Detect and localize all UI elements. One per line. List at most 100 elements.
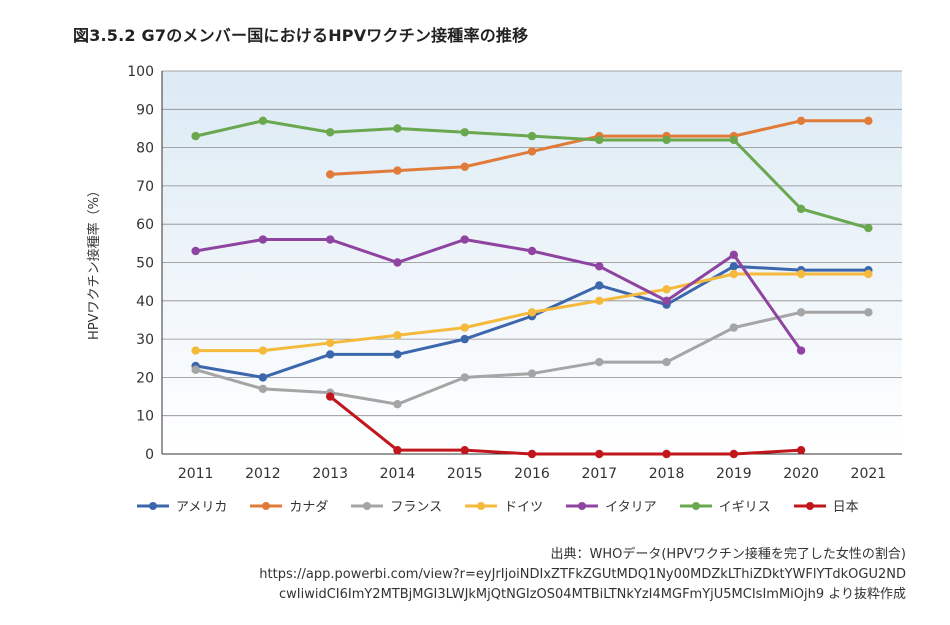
legend-swatch	[793, 501, 826, 510]
legend-label: フランス	[390, 500, 443, 515]
legend: アメリカ カナダ フランス ドイツ イタリア イギリス 日本	[136, 496, 881, 515]
data-point	[325, 170, 335, 179]
data-point	[258, 373, 268, 382]
data-point	[325, 128, 335, 137]
data-point	[460, 373, 469, 382]
x-tick-label: 2019	[716, 466, 752, 482]
data-point	[729, 269, 739, 279]
data-point	[796, 269, 806, 279]
data-point	[864, 116, 873, 125]
data-point	[796, 308, 806, 317]
data-point	[460, 445, 469, 455]
data-point	[595, 357, 604, 367]
data-point	[527, 147, 537, 156]
gridlines	[162, 70, 902, 417]
data-point	[595, 296, 604, 305]
legend-swatch	[465, 501, 498, 510]
x-tick-label: 2020	[783, 466, 819, 482]
data-point	[595, 262, 604, 271]
source-line: cwIiwidCI6ImY2MTBjMGI3LWJkMjQtNGIzOS04MT…	[278, 587, 906, 602]
legend-swatch	[351, 501, 384, 510]
series-line	[195, 238, 803, 352]
data-point	[796, 116, 806, 125]
legend-label: カナダ	[289, 500, 329, 515]
data-point	[325, 392, 335, 401]
source-note: 出典：WHOデータ(HPVワクチン接種を完了した女性の割合) https://a…	[259, 545, 906, 605]
y-axis-label: HPVワクチン接種率（%）	[86, 184, 102, 340]
data-point	[729, 135, 739, 145]
data-point	[393, 124, 402, 133]
data-point	[796, 445, 806, 455]
data-point	[325, 338, 335, 348]
legend-item: ドイツ	[464, 496, 543, 515]
source-line: 出典：WHOデータ(HPVワクチン接種を完了した女性の割合)	[550, 547, 906, 562]
data-point	[796, 346, 806, 355]
data-point	[393, 166, 402, 175]
data-point	[864, 223, 873, 233]
data-point	[662, 285, 671, 294]
data-point	[527, 308, 537, 317]
series-group	[191, 116, 873, 459]
legend-label: ドイツ	[504, 500, 544, 515]
data-point	[393, 331, 402, 340]
data-point	[662, 296, 671, 305]
y-tick-label: 80	[136, 141, 154, 157]
y-tick-label: 90	[136, 102, 154, 118]
data-point	[393, 445, 402, 455]
x-tick-label: 2013	[312, 466, 348, 482]
data-point	[729, 262, 739, 271]
data-point	[393, 400, 402, 409]
data-point	[595, 281, 604, 290]
y-tick-label: 60	[136, 217, 154, 233]
data-point	[325, 235, 335, 244]
data-point	[460, 334, 469, 344]
legend-label: アメリカ	[176, 500, 228, 515]
data-point	[527, 131, 537, 141]
data-point	[864, 269, 873, 279]
legend-swatch	[137, 501, 169, 510]
data-point	[191, 246, 200, 256]
axes: 0 10 20 30 40 50 60 70 80 90 100 2011 2012 2013 2014 20…	[127, 64, 902, 482]
data-point	[460, 323, 469, 332]
data-point	[527, 246, 537, 256]
y-tick-label: 0	[145, 447, 154, 463]
data-point	[729, 250, 739, 260]
legend-item: カナダ	[249, 496, 328, 515]
data-point	[662, 357, 671, 367]
data-point	[662, 135, 671, 145]
legend-swatch	[679, 501, 712, 510]
data-point	[595, 135, 604, 145]
data-point	[258, 346, 268, 355]
y-tick-label: 50	[136, 256, 154, 272]
data-point	[662, 449, 671, 459]
y-tick-label: 10	[136, 409, 154, 425]
data-point	[460, 162, 469, 171]
legend-label: 日本	[832, 500, 859, 515]
legend-item: イタリア	[565, 496, 657, 515]
legend-item: イギリス	[679, 496, 771, 515]
y-tick-label: 100	[127, 64, 154, 80]
y-tick-label: 30	[136, 332, 154, 348]
data-point	[864, 308, 873, 317]
x-tick-label: 2015	[447, 466, 483, 482]
x-tick-label: 2021	[851, 466, 887, 482]
y-tick-label: 20	[136, 370, 154, 386]
x-tick-label: 2017	[581, 466, 617, 482]
data-point	[460, 128, 469, 137]
legend-item: アメリカ	[136, 496, 227, 515]
x-tick-label: 2011	[178, 466, 214, 482]
legend-label: イギリス	[718, 500, 771, 515]
data-point	[595, 449, 604, 459]
data-point	[393, 350, 402, 359]
data-point	[191, 346, 200, 355]
x-tick-label: 2016	[514, 466, 550, 482]
data-point	[258, 235, 268, 244]
data-point	[191, 131, 200, 141]
series-line	[329, 395, 802, 456]
series-4	[191, 235, 806, 355]
x-tick-label: 2012	[245, 466, 281, 482]
x-tick-label: 2014	[380, 466, 416, 482]
y-tick-label: 70	[136, 179, 154, 195]
chart-title: 図3.5.2 G7のメンバー国におけるHPVワクチン接種率の推移	[73, 26, 529, 45]
